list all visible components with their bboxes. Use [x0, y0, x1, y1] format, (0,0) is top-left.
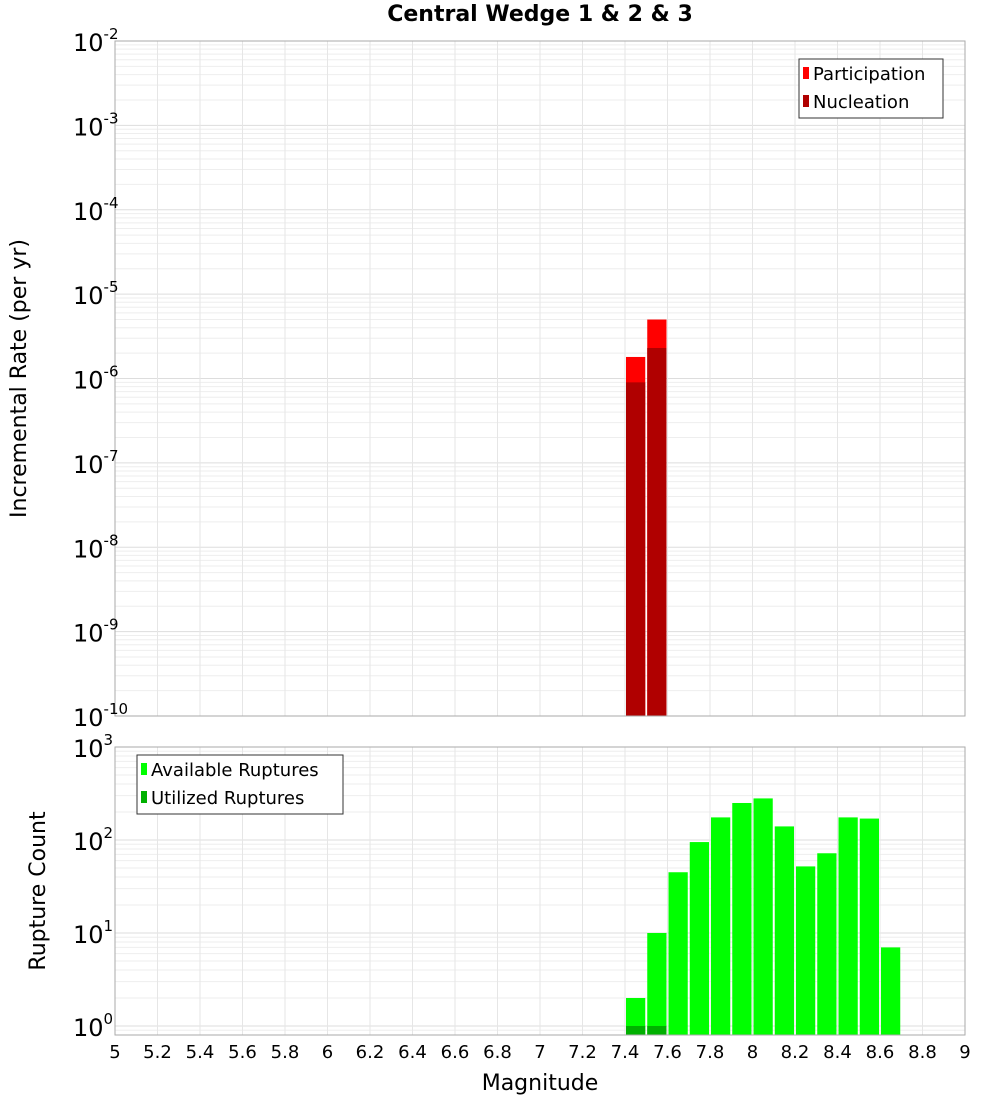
grid-lines-1 — [114, 41, 966, 717]
y-tick-label: 102 — [73, 824, 113, 856]
y-tick-label: 10-5 — [73, 278, 119, 310]
bar-available-ruptures-9 — [796, 866, 816, 1035]
x-tick-label: 9 — [959, 1042, 970, 1063]
x-tick-label: 5.8 — [271, 1042, 300, 1063]
bar-available-ruptures-10 — [817, 853, 837, 1035]
x-tick-label: 6.6 — [441, 1042, 470, 1063]
bar-nucleation-2 — [647, 347, 667, 716]
x-tick-label: 8.2 — [781, 1042, 810, 1063]
y-tick-labels-2: 100 101 102 103 — [73, 731, 113, 1042]
x-tick-label: 5 — [109, 1042, 120, 1063]
y-tick-label: 10-3 — [73, 109, 119, 141]
y-tick-label: 10-9 — [73, 616, 119, 648]
legend-1: Participation Nucleation — [798, 58, 944, 119]
y-tick-label: 10-8 — [73, 531, 119, 563]
x-tick-label: 7.4 — [611, 1042, 640, 1063]
legend-swatch — [141, 763, 147, 775]
legend-swatch — [803, 95, 809, 107]
bar-available-ruptures-13 — [881, 947, 901, 1035]
bar-utilized-ruptures-2 — [647, 1025, 667, 1035]
x-axis-label: Magnitude — [482, 1071, 599, 1096]
bar-available-ruptures-1 — [626, 997, 646, 1035]
legend-label: Available Ruptures — [151, 760, 319, 781]
y-tick-label: 10-2 — [73, 25, 119, 57]
legend-box — [798, 58, 944, 119]
x-tick-label: 8.6 — [866, 1042, 895, 1063]
bar-available-ruptures-5 — [711, 817, 731, 1035]
legend-box — [136, 754, 344, 815]
bar-available-ruptures-11 — [838, 817, 858, 1035]
bar-available-ruptures-8 — [774, 826, 794, 1035]
legend-swatch — [141, 791, 147, 803]
bar-available-ruptures-2 — [647, 932, 667, 1035]
legend-label: Utilized Ruptures — [151, 788, 304, 809]
bar-available-ruptures-3 — [668, 872, 688, 1035]
bar-available-ruptures-7 — [753, 798, 773, 1035]
x-tick-label: 7.8 — [696, 1042, 725, 1063]
x-tick-label: 7 — [534, 1042, 545, 1063]
bar-available-ruptures-6 — [732, 802, 752, 1035]
plot-frame-1 — [114, 40, 966, 717]
legend-label: Nucleation — [813, 92, 909, 113]
bar-available-ruptures-4 — [689, 842, 709, 1035]
legend-swatch — [803, 67, 809, 79]
x-tick-label: 5.4 — [186, 1042, 215, 1063]
y-tick-labels-1: 10-10 10-9 10-8 10-7 10-6 10-5 10-4 10-3 10-2 — [73, 25, 128, 732]
x-tick-label: 6.2 — [356, 1042, 385, 1063]
x-tick-labels: 5 5.2 5.4 5.6 5.8 6 6.2 6.4 6.6 6.8 7 7.2 7.4 7.6 7.8 8… — [109, 1042, 970, 1063]
plot-frame-2 — [114, 746, 966, 1036]
x-tick-label: 8.4 — [823, 1042, 852, 1063]
x-tick-label: 6.4 — [398, 1042, 427, 1063]
bar-available-ruptures-12 — [859, 818, 879, 1035]
x-tick-label: 7.6 — [653, 1042, 682, 1063]
y-tick-label: 10-7 — [73, 447, 119, 479]
y-tick-label: 10-10 — [73, 700, 128, 732]
bars-1 — [626, 319, 667, 716]
bar-utilized-ruptures-1 — [626, 1025, 646, 1035]
x-tick-label: 6 — [322, 1042, 333, 1063]
y-tick-label: 101 — [73, 917, 113, 949]
x-tick-label: 7.2 — [568, 1042, 597, 1063]
x-tick-label: 6.8 — [483, 1042, 512, 1063]
y-tick-label: 10-6 — [73, 363, 119, 395]
x-tick-label: 5.6 — [228, 1042, 257, 1063]
bars-2 — [626, 798, 901, 1035]
y-tick-label: 103 — [73, 731, 113, 763]
legend-2: Available Ruptures Utilized Ruptures — [136, 754, 344, 815]
x-tick-label: 5.2 — [143, 1042, 172, 1063]
bar-nucleation-1 — [626, 382, 646, 716]
y-tick-label: 100 — [73, 1010, 113, 1042]
y-axis-label-1: Incremental Rate (per yr) — [7, 239, 32, 518]
chart-title: Central Wedge 1 & 2 & 3 — [387, 2, 693, 27]
y-axis-label-2: Rupture Count — [26, 811, 51, 971]
y-tick-label: 10-4 — [73, 194, 119, 226]
x-tick-label: 8.8 — [908, 1042, 937, 1063]
legend-label: Participation — [813, 64, 925, 85]
x-tick-label: 8 — [747, 1042, 758, 1063]
